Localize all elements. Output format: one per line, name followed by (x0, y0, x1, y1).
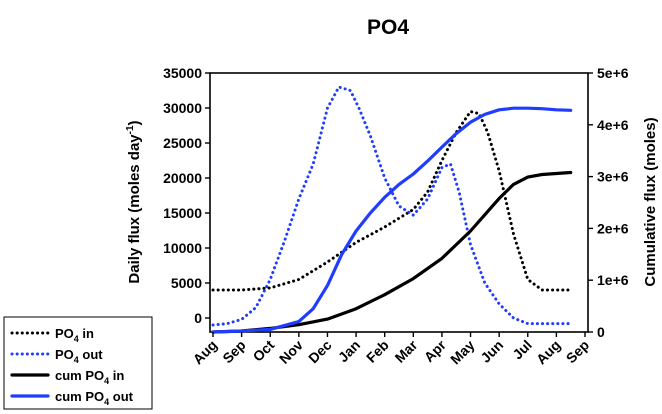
y2-axis-ticks: 5e+6 4e+6 3e+6 2e+6 1e+6 0 (588, 65, 629, 340)
y2-tick-label: 3e+6 (597, 169, 629, 185)
series-line-cum-po4-out (211, 106, 573, 334)
y2-tick-label: 2e+6 (597, 220, 629, 236)
x-tick-label: Oct (250, 337, 278, 365)
y-axis-label-main: Daily flux (moles day (126, 134, 143, 284)
series-line-po4-in (211, 110, 573, 292)
x-tick-label: Mar (392, 336, 421, 365)
x-tick-label: Jul (509, 337, 535, 363)
legend-label: cum PO4 out (55, 389, 134, 407)
plot-area (209, 72, 589, 333)
y-tick-label: 10000 (163, 240, 202, 256)
y-tick-label: 25000 (163, 135, 202, 151)
x-tick-label: Jan (335, 337, 363, 365)
legend: PO4 in PO4 out cum PO4 in cum PO4 out (3, 316, 153, 410)
x-tick-label: Jun (477, 337, 506, 366)
x-tick-label: Apr (421, 336, 450, 365)
svg-text:Daily flux (moles day-1): Daily flux (moles day-1) (125, 120, 143, 283)
legend-label: PO4 in (55, 326, 94, 344)
plot-frame (209, 72, 589, 333)
y-tick-label: 0 (194, 310, 202, 326)
y-axis-ticks: 35000 30000 25000 20000 15000 10000 5000 0 (163, 65, 210, 326)
y-tick-label: 35000 (163, 65, 202, 81)
y-axis-label-close: ) (126, 120, 143, 125)
series-line-po4-out (211, 85, 573, 327)
y2-axis-label: Cumulative flux (moles) (642, 117, 659, 286)
y-tick-label: 20000 (163, 170, 202, 186)
x-tick-label: Aug (533, 337, 564, 368)
series-layer (211, 85, 573, 334)
x-tick-label: Aug (190, 337, 221, 368)
legend-label: PO4 out (55, 347, 103, 365)
x-tick-label: Nov (276, 337, 306, 367)
y2-tick-label: 4e+6 (597, 117, 629, 133)
x-tick-label: May (447, 337, 478, 368)
y-tick-label: 15000 (163, 205, 202, 221)
series-line-cum-po4-in (211, 170, 573, 334)
chart-title: PO4 (367, 16, 409, 39)
y-axis-label-sup: -1 (125, 125, 136, 134)
x-tick-label: Feb (363, 337, 392, 366)
legend-label: cum PO4 in (55, 368, 124, 386)
y-tick-label: 5000 (171, 275, 202, 291)
y2-tick-label: 1e+6 (597, 272, 629, 288)
x-tick-label: Sep (563, 337, 592, 366)
y2-tick-label: 0 (597, 324, 605, 340)
x-tick-label: Dec (305, 337, 335, 367)
y-tick-label: 30000 (163, 100, 202, 116)
y-axis-label: Daily flux (moles day-1) (125, 120, 143, 283)
y2-tick-label: 5e+6 (597, 65, 629, 81)
x-tick-label: Sep (219, 337, 248, 366)
